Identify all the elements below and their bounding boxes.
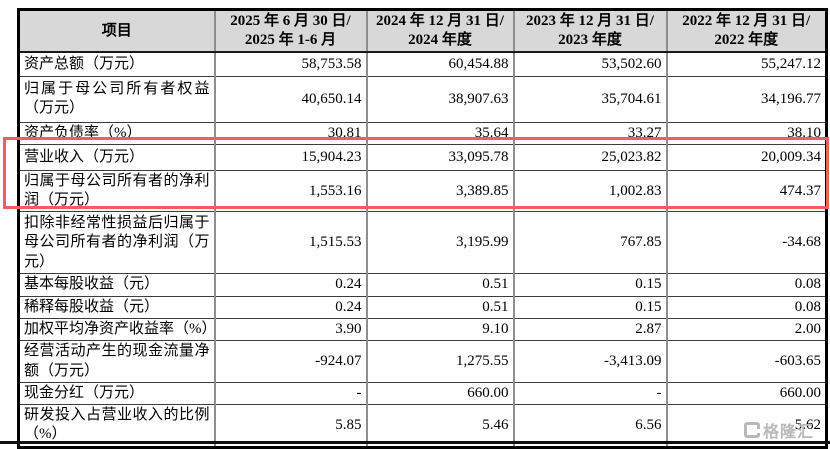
bottom-rule xyxy=(0,441,830,444)
row-label-cell: 扣除非经常性损益后归属于母公司所有者的净利润（万元） xyxy=(18,211,215,274)
value-cell: 1,275.55 xyxy=(365,340,514,383)
value-cell: 38.10 xyxy=(665,121,827,145)
table-row: 稀释每股收益（元） 0.24 0.51 0.15 0.08 xyxy=(18,295,827,319)
row-label-cell: 资产总额（万元） xyxy=(18,51,215,77)
value-cell: 3.90 xyxy=(213,317,367,341)
header-cell: 项目 xyxy=(18,9,215,54)
header-line2: 2025 年 1-6 月 xyxy=(244,32,337,49)
table-row: 加权平均净资产收益率（%） 3.90 9.10 2.87 2.00 xyxy=(18,317,827,341)
value-cell: 30.81 xyxy=(213,121,367,145)
table-row: 扣除非经常性损益后归属于母公司所有者的净利润（万元） 1,515.53 3,195.… xyxy=(18,211,827,274)
value-cell: -603.65 xyxy=(665,340,827,383)
value-cell: 15,904.23 xyxy=(213,144,367,171)
table-row: 研发投入占营业收入的比例（%） 5.85 5.46 6.56 5.62 xyxy=(18,404,827,448)
table-row: 现金分红（万元） -660.00-660.00 xyxy=(18,381,827,405)
header-line2: 2024 年度 xyxy=(408,32,472,49)
header-cell: 2025 年 6 月 30 日/2025 年 1-6 月 xyxy=(213,9,367,54)
header-line1: 2023 年 12 月 31 日/ xyxy=(526,13,654,29)
row-label-cell: 研发投入占营业收入的比例（%） xyxy=(18,404,215,448)
header-cell: 2024 年 12 月 31 日/2024 年度 xyxy=(365,9,514,54)
value-cell: 3,195.99 xyxy=(365,211,514,274)
value-cell: 0.24 xyxy=(213,295,367,319)
header-cell: 2023 年 12 月 31 日/2023 年度 xyxy=(512,9,667,54)
header-line2: 2023 年度 xyxy=(558,32,622,49)
value-cell: - xyxy=(512,381,667,405)
row-label-cell: 资产负债率（%） xyxy=(18,121,215,145)
header-cell: 2022 年 12 月 31 日/2022 年度 xyxy=(665,9,827,54)
header-line1: 项目 xyxy=(101,22,132,39)
value-cell: 660.00 xyxy=(665,381,827,405)
value-cell: 60,454.88 xyxy=(365,51,514,77)
value-cell: - xyxy=(213,381,367,405)
header-line1: 2025 年 6 月 30 日/ xyxy=(230,13,351,29)
value-cell: 2.00 xyxy=(665,317,827,341)
row-label-cell: 基本每股收益（元） xyxy=(18,273,215,297)
header-line1: 2024 年 12 月 31 日/ xyxy=(376,13,504,29)
financial-summary-table: 项目 2025 年 6 月 30 日/2025 年 1-6 月 2024 年 12 … xyxy=(17,8,828,449)
value-cell: -3,413.09 xyxy=(512,340,667,383)
row-label-cell: 归属于母公司所有者权益（万元） xyxy=(18,75,215,123)
value-cell: 5.46 xyxy=(365,404,514,448)
value-cell: 2.87 xyxy=(512,317,667,341)
value-cell: 1,515.53 xyxy=(213,211,367,274)
value-cell: 660.00 xyxy=(365,381,514,405)
value-cell: 0.24 xyxy=(213,273,367,297)
value-cell: -924.07 xyxy=(213,340,367,383)
value-cell: 58,753.58 xyxy=(213,51,367,77)
value-cell: -34.68 xyxy=(665,211,827,274)
value-cell: 20,009.34 xyxy=(665,144,827,171)
header-line1: 2022 年 12 月 31 日/ xyxy=(682,13,811,29)
value-cell: 6.56 xyxy=(512,404,667,448)
value-cell: 474.37 xyxy=(665,170,827,212)
value-cell: 9.10 xyxy=(365,317,514,341)
value-cell: 55,247.12 xyxy=(665,51,827,77)
value-cell: 1,553.16 xyxy=(213,170,367,212)
value-cell: 3,389.85 xyxy=(365,170,514,212)
value-cell: 35,704.61 xyxy=(512,75,667,123)
row-label-cell: 现金分红（万元） xyxy=(18,381,215,405)
header-line2: 2022 年度 xyxy=(714,32,779,49)
table-body: 资产总额（万元） 58,753.58 60,454.88 53,502.60 55,24… xyxy=(18,51,827,448)
watermark: 格隆汇 xyxy=(744,419,814,441)
row-label-cell: 加权平均净资产收益率（%） xyxy=(18,317,215,341)
value-cell: 0.51 xyxy=(365,295,514,319)
gelonghui-logo-icon xyxy=(744,422,760,438)
value-cell: 0.08 xyxy=(665,295,827,319)
row-label-cell: 营业收入（万元） xyxy=(18,144,215,171)
value-cell: 35.64 xyxy=(365,121,514,145)
row-label-cell: 经营活动产生的现金流量净额（万元） xyxy=(18,340,215,383)
value-cell: 0.15 xyxy=(512,295,667,319)
table-row: 经营活动产生的现金流量净额（万元） -924.07 1,275.55 -3,413.0… xyxy=(18,340,827,383)
value-cell: 33.27 xyxy=(512,121,667,145)
table-row: 归属于母公司所有者的净利润（万元） 1,553.16 3,389.85 1,002.8… xyxy=(18,170,827,212)
table-row: 归属于母公司所有者权益（万元） 40,650.14 38,907.63 35,704.… xyxy=(18,75,827,123)
value-cell: 0.51 xyxy=(365,273,514,297)
table-row: 资产总额（万元） 58,753.58 60,454.88 53,502.60 55,24… xyxy=(18,51,827,77)
value-cell: 38,907.63 xyxy=(365,75,514,123)
table-row: 基本每股收益（元） 0.24 0.51 0.15 0.08 xyxy=(18,273,827,297)
value-cell: 1,002.83 xyxy=(512,170,667,212)
table-row: 营业收入（万元） 15,904.23 33,095.78 25,023.82 20,00… xyxy=(18,144,827,171)
value-cell: 0.15 xyxy=(512,273,667,297)
value-cell: 53,502.60 xyxy=(512,51,667,77)
value-cell: 33,095.78 xyxy=(365,144,514,171)
table-row: 资产负债率（%） 30.81 35.64 33.27 38.10 xyxy=(18,121,827,145)
row-label-cell: 稀释每股收益（元） xyxy=(18,295,215,319)
value-cell: 40,650.14 xyxy=(213,75,367,123)
header-row: 项目 2025 年 6 月 30 日/2025 年 1-6 月 2024 年 12 … xyxy=(18,9,827,54)
value-cell: 767.85 xyxy=(512,211,667,274)
row-label-cell: 归属于母公司所有者的净利润（万元） xyxy=(18,170,215,212)
value-cell: 34,196.77 xyxy=(665,75,827,123)
value-cell: 5.85 xyxy=(213,404,367,448)
value-cell: 0.08 xyxy=(665,273,827,297)
value-cell: 25,023.82 xyxy=(512,144,667,171)
watermark-text: 格隆汇 xyxy=(763,424,815,441)
